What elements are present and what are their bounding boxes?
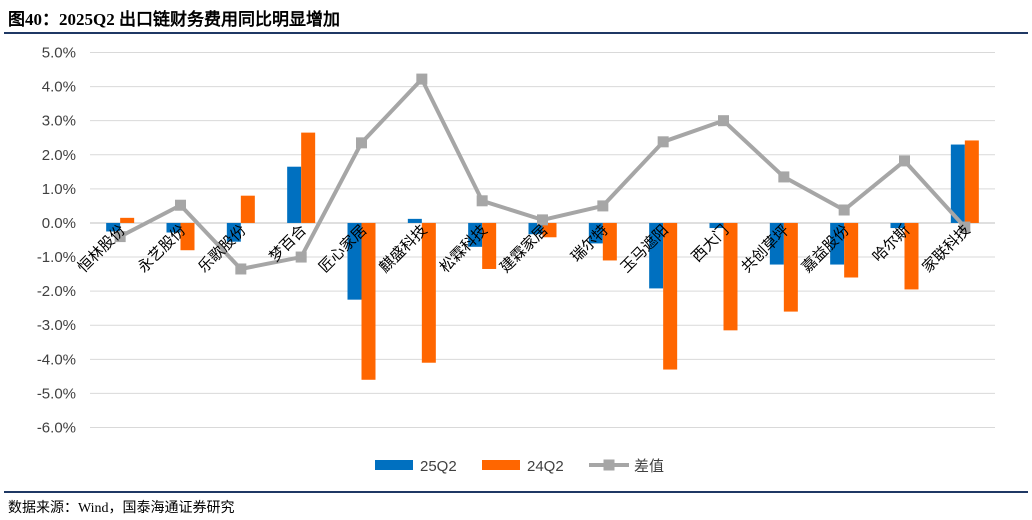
legend-item: 25Q2 — [375, 458, 457, 475]
bar-25q2 — [649, 222, 664, 289]
x-category-label: 家联科技 — [918, 221, 973, 276]
y-tick-label: 3.0% — [42, 113, 76, 130]
bar-24q2 — [844, 222, 859, 278]
line-point-marker — [657, 136, 669, 148]
bar-24q2 — [663, 222, 678, 370]
y-tick-label: 1.0% — [42, 181, 76, 198]
y-tick-label: -4.0% — [37, 351, 76, 368]
line-point-marker — [175, 199, 186, 211]
bar-24q2 — [723, 222, 738, 331]
legend-marker — [603, 459, 615, 471]
bar-24q2 — [542, 222, 557, 238]
bar-25q2 — [347, 222, 362, 300]
source-rule — [4, 491, 1028, 493]
y-tick-label: -6.0% — [37, 420, 76, 437]
bar-25q2 — [166, 222, 181, 233]
bar-24q2 — [421, 222, 436, 363]
bar-24q2 — [964, 140, 979, 223]
y-tick-label: -5.0% — [37, 385, 76, 402]
legend-item: 24Q2 — [482, 458, 564, 475]
bar-25q2 — [287, 166, 302, 223]
line-point-marker — [778, 171, 790, 183]
legend-swatch — [375, 460, 413, 470]
y-tick-label: 5.0% — [42, 45, 76, 62]
legend-label: 25Q2 — [420, 458, 457, 475]
line-point-marker — [476, 195, 488, 207]
bar-25q2 — [407, 218, 422, 223]
x-category-label: 建霖家居 — [496, 221, 551, 276]
source-note: 数据来源：Wind，国泰海通证券研究 — [8, 501, 235, 516]
bar-25q2 — [890, 222, 905, 229]
bar-line-chart: -6.0% -5.0% -4.0% -3.0% -2.0% -1.0% 0.0% 1.0% 2.… — [37, 45, 995, 475]
bar-24q2 — [482, 222, 497, 269]
bar-24q2 — [602, 222, 617, 261]
line-point-marker — [718, 115, 729, 127]
title-rule — [4, 32, 1028, 34]
bar-25q2 — [468, 222, 483, 247]
legend-label: 24Q2 — [527, 458, 564, 475]
line-point-marker — [235, 263, 247, 275]
line-point-marker — [899, 155, 910, 167]
bar-25q2 — [769, 222, 784, 265]
bar-25q2 — [588, 222, 603, 244]
line-point-marker — [537, 214, 548, 226]
line-point-marker — [838, 204, 850, 216]
bar-25q2 — [106, 222, 121, 232]
bar-24q2 — [904, 222, 919, 290]
bar-25q2 — [226, 222, 241, 242]
y-tick-label: 2.0% — [42, 147, 76, 164]
legend-label: 差值 — [634, 458, 664, 475]
line-point-marker — [114, 231, 126, 243]
y-tick-label: -3.0% — [37, 317, 76, 334]
bar-25q2 — [950, 144, 965, 223]
bar-25q2 — [830, 222, 845, 265]
y-tick-label: 4.0% — [42, 79, 76, 96]
bar-24q2 — [120, 217, 135, 223]
bar-24q2 — [240, 195, 255, 223]
x-category-label: 恒林股份 — [74, 221, 129, 276]
y-tick-label: -1.0% — [37, 249, 76, 266]
y-tick-label: -2.0% — [37, 283, 76, 300]
line-point-marker — [959, 221, 971, 233]
bar-24q2 — [361, 222, 376, 380]
line-point-marker — [416, 73, 428, 85]
bar-24q2 — [180, 222, 195, 251]
line-point-marker — [597, 200, 609, 212]
legend-swatch — [482, 460, 520, 470]
line-point-marker — [356, 137, 367, 149]
y-tick-label: 0.0% — [42, 215, 76, 232]
bar-24q2 — [783, 222, 798, 312]
legend-item: 差值 — [589, 458, 664, 475]
bar-25q2 — [709, 222, 724, 229]
figure-title: 图40：2025Q2 出口链财务费用同比明显增加 — [8, 10, 340, 29]
bar-25q2 — [528, 222, 543, 235]
bar-24q2 — [301, 132, 316, 223]
line-point-marker — [295, 251, 307, 263]
